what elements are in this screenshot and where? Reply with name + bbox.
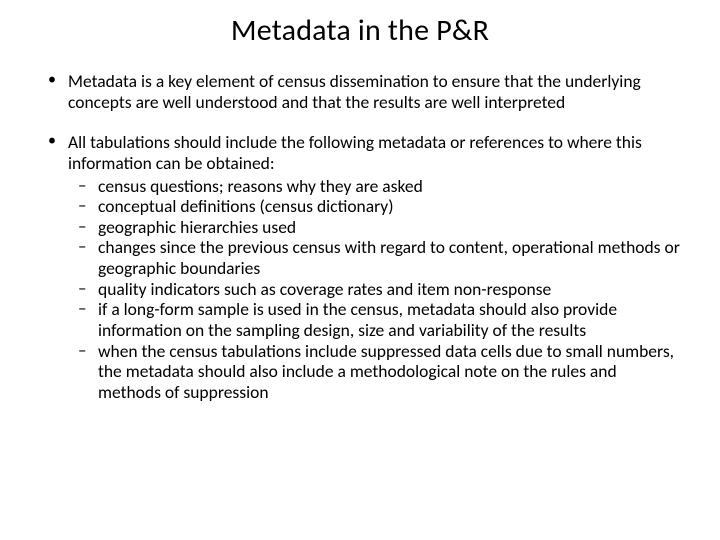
sub-bullet-text: census questions; reasons why they are a… bbox=[98, 175, 423, 197]
sub-bullet-text: when the census tabulations include supp… bbox=[98, 340, 674, 403]
sub-bullet-text: changes since the previous census with r… bbox=[98, 236, 680, 279]
bullet-list: Metadata is a key element of census diss… bbox=[40, 71, 680, 403]
sub-bullet-text: quality indicators such as coverage rate… bbox=[98, 278, 551, 300]
sub-bullet-item: geographic hierarchies used bbox=[68, 217, 680, 238]
sub-bullet-text: if a long-form sample is used in the cen… bbox=[98, 298, 617, 341]
bullet-text: Metadata is a key element of census diss… bbox=[68, 70, 641, 113]
slide-title: Metadata in the P&R bbox=[40, 12, 680, 49]
sub-bullet-item: when the census tabulations include supp… bbox=[68, 341, 680, 403]
sub-bullet-list: census questions; reasons why they are a… bbox=[68, 176, 680, 403]
sub-bullet-item: conceptual definitions (census dictionar… bbox=[68, 196, 680, 217]
sub-bullet-item: quality indicators such as coverage rate… bbox=[68, 279, 680, 300]
sub-bullet-text: conceptual definitions (census dictionar… bbox=[98, 195, 394, 217]
sub-bullet-item: if a long-form sample is used in the cen… bbox=[68, 299, 680, 340]
bullet-item: All tabulations should include the follo… bbox=[40, 132, 680, 402]
sub-bullet-text: geographic hierarchies used bbox=[98, 216, 296, 238]
sub-bullet-item: census questions; reasons why they are a… bbox=[68, 176, 680, 197]
bullet-text: All tabulations should include the follo… bbox=[68, 131, 642, 174]
sub-bullet-item: changes since the previous census with r… bbox=[68, 237, 680, 278]
bullet-item: Metadata is a key element of census diss… bbox=[40, 71, 680, 112]
